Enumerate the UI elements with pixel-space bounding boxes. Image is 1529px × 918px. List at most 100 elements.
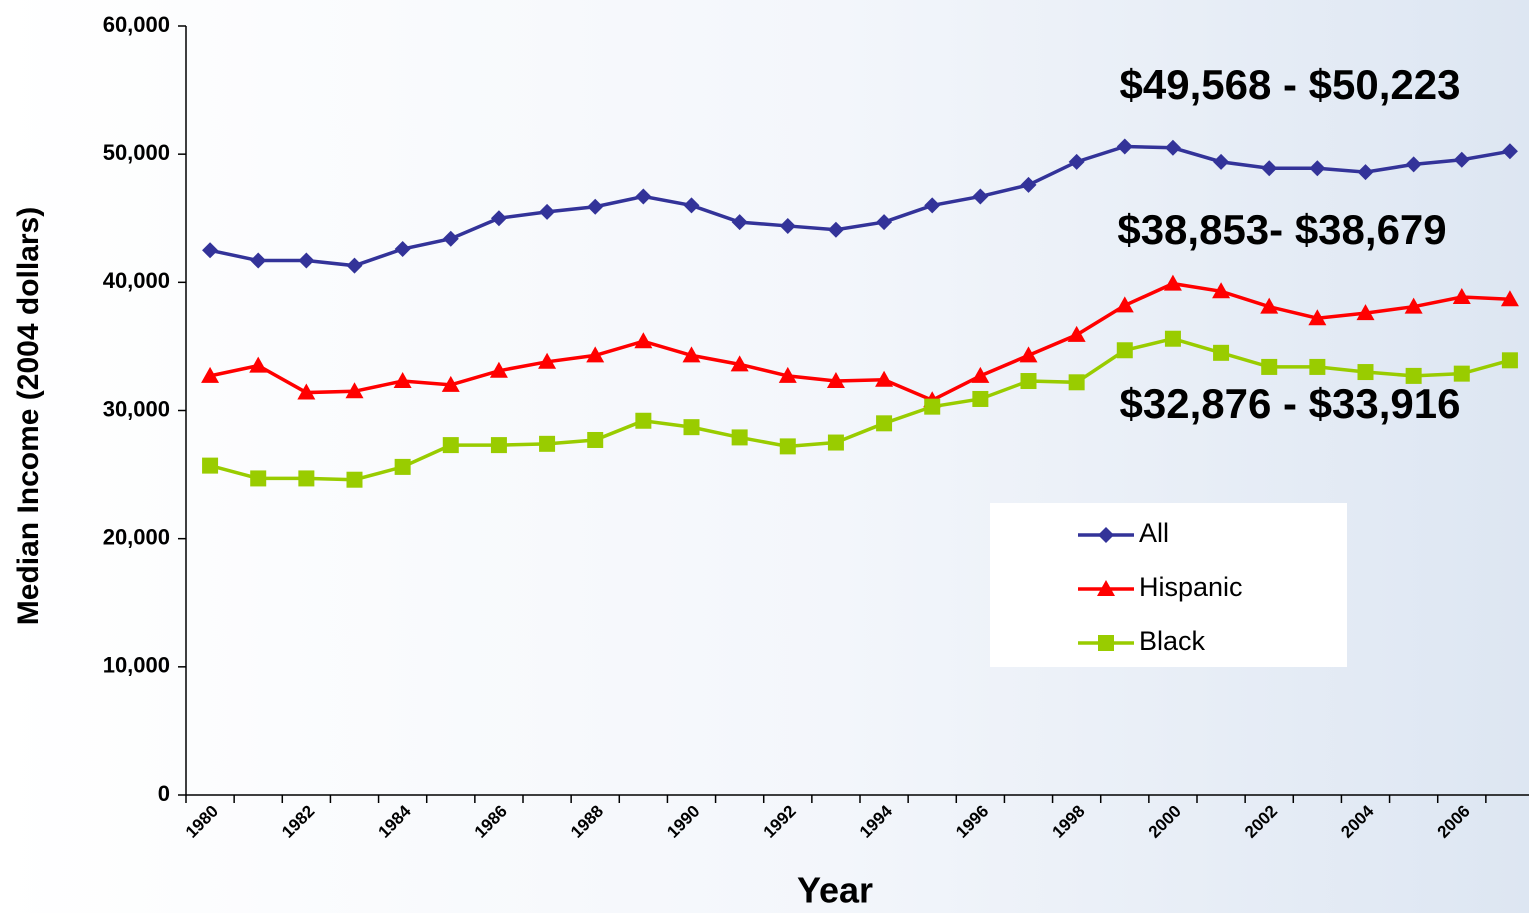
data-point [1309,358,1326,375]
series-line [209,281,1511,403]
data-point [298,252,315,269]
data-point [778,366,797,383]
data-point [634,332,653,349]
data-point [1501,352,1518,369]
data-point [1500,290,1519,307]
data-point [1116,138,1133,155]
data-point [1212,282,1231,299]
data-point [297,383,316,400]
annotation: $49,568 - $50,223 [1120,61,1461,108]
data-point [394,241,411,258]
data-point [827,221,844,238]
data-point [250,470,267,487]
data-point [731,214,748,231]
data-point [539,203,556,220]
data-point [346,257,363,274]
data-point [1453,365,1470,382]
data-point [1453,151,1470,168]
legend-label: Hispanic [1139,572,1243,602]
data-point [346,471,363,488]
data-point [971,366,990,383]
data-point [635,188,652,205]
data-point [730,355,749,372]
data-point [249,356,268,373]
legend-box [990,503,1347,667]
data-point [1163,274,1182,291]
data-point [1020,176,1037,193]
data-point [1164,139,1181,156]
legend-marker [1098,527,1114,543]
data-point [924,398,941,415]
data-point [1164,330,1181,347]
y-tick-label: 10,000 [103,653,170,678]
legend-label: Black [1139,626,1206,656]
data-point [779,438,796,455]
data-point [1357,364,1374,381]
data-point [826,372,845,389]
y-tick-label: 50,000 [103,140,170,165]
legend-label: All [1139,518,1169,548]
data-point [972,188,989,205]
data-point [489,361,508,378]
data-point [683,419,700,436]
y-tick-label: 60,000 [103,12,170,37]
data-point [1405,156,1422,173]
data-point [876,214,893,231]
data-point [1261,358,1278,375]
data-point [442,437,459,454]
data-point [1019,346,1038,363]
data-point [250,252,267,269]
legend-marker [1098,635,1114,651]
data-point [1068,374,1085,391]
data-point [1404,297,1423,314]
data-point [201,366,220,383]
data-point [924,197,941,214]
data-point [876,415,893,432]
data-point [1213,153,1230,170]
data-point [635,412,652,429]
y-tick-label: 0 [158,781,170,806]
data-point [682,346,701,363]
data-point [202,457,219,474]
data-point [1357,164,1374,181]
data-point [1068,153,1085,170]
annotation: $38,853- $38,679 [1117,206,1446,253]
series-line [209,144,1511,268]
data-point [972,390,989,407]
data-point [683,197,700,214]
data-point [1309,160,1326,177]
data-point [875,370,894,387]
data-point [539,435,556,452]
y-tick-label: 30,000 [103,396,170,421]
data-point [490,437,507,454]
y-tick-label: 40,000 [103,268,170,293]
data-point [587,431,604,448]
x-axis-label: Year [797,870,873,911]
data-point [586,346,605,363]
data-point [538,352,557,369]
data-point [1213,344,1230,361]
data-point [1405,367,1422,384]
data-point [1020,373,1037,390]
data-point [779,217,796,234]
data-point [1260,297,1279,314]
annotation: $32,876 - $33,916 [1120,380,1461,427]
data-point [731,429,748,446]
data-point [298,470,315,487]
series-line [209,336,1511,482]
data-point [1115,296,1134,313]
data-point [393,372,412,389]
y-tick-label: 20,000 [103,524,170,549]
data-point [394,458,411,475]
y-axis-label: Median Income (2004 dollars) [12,207,45,625]
data-point [1356,304,1375,321]
data-point [1452,288,1471,305]
legend-marker [1097,580,1115,596]
data-point [202,242,219,259]
data-point [827,434,844,451]
data-point [587,198,604,215]
data-point [441,375,460,392]
